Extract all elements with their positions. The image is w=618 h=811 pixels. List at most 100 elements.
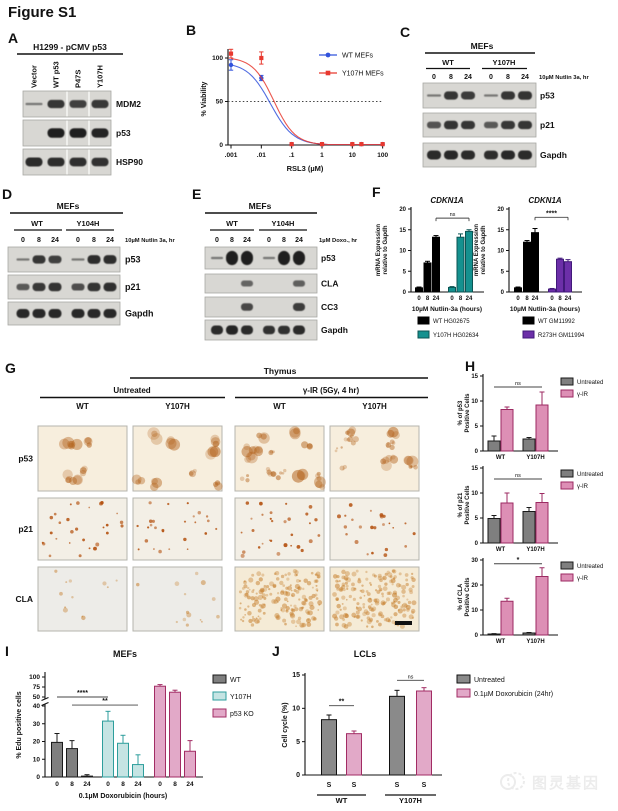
stain-spot: [298, 579, 302, 583]
y-axis-label: relative to Gapdh: [481, 225, 487, 274]
stain-spot: [405, 582, 409, 587]
x-tick-label: S: [422, 782, 427, 789]
blot-band: [501, 120, 515, 130]
stain-spot: [363, 609, 369, 614]
stain-spot: [357, 606, 362, 612]
stain-spot: [316, 471, 321, 476]
stain-spot: [386, 442, 390, 446]
stain-spot: [409, 590, 414, 595]
stain-spot: [391, 441, 396, 445]
legend-marker: [325, 70, 331, 76]
stain-spot: [245, 478, 250, 483]
stain-spot: [75, 527, 79, 531]
y-tick-label: 30: [471, 558, 478, 564]
stain-spot: [311, 593, 316, 599]
blot-band: [461, 120, 475, 130]
stain-spot: [383, 618, 388, 622]
stain-spot: [253, 446, 264, 457]
stain-spot: [251, 445, 260, 454]
stain-spot: [285, 591, 288, 594]
significance-label: ns: [515, 473, 521, 479]
legend-label: WT GM11992: [538, 319, 575, 325]
blot-band: [484, 121, 498, 129]
stain-spot: [373, 598, 378, 603]
panel-j-label: J: [272, 643, 280, 659]
stain-spot: [301, 606, 305, 609]
stain-spot: [347, 436, 354, 443]
stain-spot: [280, 574, 285, 579]
stain-spot: [371, 606, 377, 612]
stain-spot: [397, 600, 401, 604]
stain-spot: [308, 595, 313, 600]
stain-spot: [300, 548, 304, 553]
panel-f-label: F: [372, 184, 381, 200]
stain-spot: [293, 588, 297, 593]
legend-label: Y107H HG02634: [433, 333, 479, 339]
stain-spot: [315, 573, 318, 577]
significance-label: *: [517, 557, 520, 564]
stain-spot: [316, 589, 319, 592]
stain-spot: [384, 582, 388, 586]
stain-spot: [379, 513, 384, 517]
chart-H1: 0 5 10 15 % of p53 Positive Cells WT Y107H ns Unt…: [458, 374, 603, 461]
stain-spot: [276, 600, 279, 604]
stain-spot: [393, 604, 399, 610]
stain-spot: [48, 554, 52, 558]
stain-spot: [368, 581, 372, 585]
stain-spot: [68, 579, 72, 583]
stain-spot: [283, 590, 289, 596]
band-label: Gapdh: [321, 325, 348, 335]
y-axis-label: mRNA Expression: [376, 224, 382, 276]
stain-spot: [363, 594, 366, 597]
bar: [522, 511, 536, 544]
y-axis-label: % Viability: [201, 81, 208, 116]
legend-label: WT: [230, 677, 242, 684]
stain-spot: [241, 587, 245, 590]
stain-spot: [343, 525, 348, 529]
stain-spot: [166, 436, 176, 445]
stain-spot: [307, 610, 313, 616]
blot-box: [204, 319, 318, 341]
blot-band: [87, 308, 101, 319]
stain-spot: [366, 553, 369, 556]
x-tick-label: .1: [289, 152, 295, 159]
bar: [66, 748, 78, 778]
stain-spot: [393, 612, 398, 617]
stain-spot: [253, 596, 259, 602]
stain-spot: [239, 602, 242, 605]
stain-spot: [283, 543, 288, 548]
stain-spot: [200, 620, 203, 623]
stain-spot: [366, 592, 371, 596]
stain-spot: [315, 584, 318, 587]
stain-spot: [276, 616, 280, 620]
stain-spot: [119, 520, 124, 525]
stain-spot: [255, 592, 258, 595]
stain-spot: [247, 605, 250, 608]
band-label: MDM2: [116, 99, 141, 109]
stain-spot: [342, 618, 346, 621]
legend-label: Untreated: [577, 380, 603, 386]
turing-gene-logo-icon: [500, 772, 525, 790]
stain-spot: [271, 450, 275, 454]
panel-h-label: H: [465, 358, 476, 374]
stain-spot: [391, 583, 394, 586]
timepoint-label: 8: [230, 237, 234, 244]
stain-spot: [149, 523, 153, 527]
stain-spot: [306, 622, 312, 627]
stain-spot: [350, 434, 354, 438]
stain-spot: [343, 575, 349, 581]
blot-box: [204, 273, 318, 294]
stain-spot: [262, 611, 266, 615]
legend-label: 0.1µM Doxorubicin (24hr): [474, 691, 553, 698]
stain-spot: [248, 618, 253, 624]
stain-spot: [239, 476, 245, 482]
y-axis-label: % Edu positive cells: [16, 691, 23, 758]
stain-spot: [254, 618, 260, 624]
stain-spot: [258, 589, 264, 595]
timepoint-label: 0: [76, 237, 80, 244]
legend-swatch: [417, 316, 430, 325]
legend-swatch: [560, 481, 574, 490]
x-tick-label: 24: [186, 781, 194, 788]
condition-label: Untreated: [113, 386, 150, 395]
